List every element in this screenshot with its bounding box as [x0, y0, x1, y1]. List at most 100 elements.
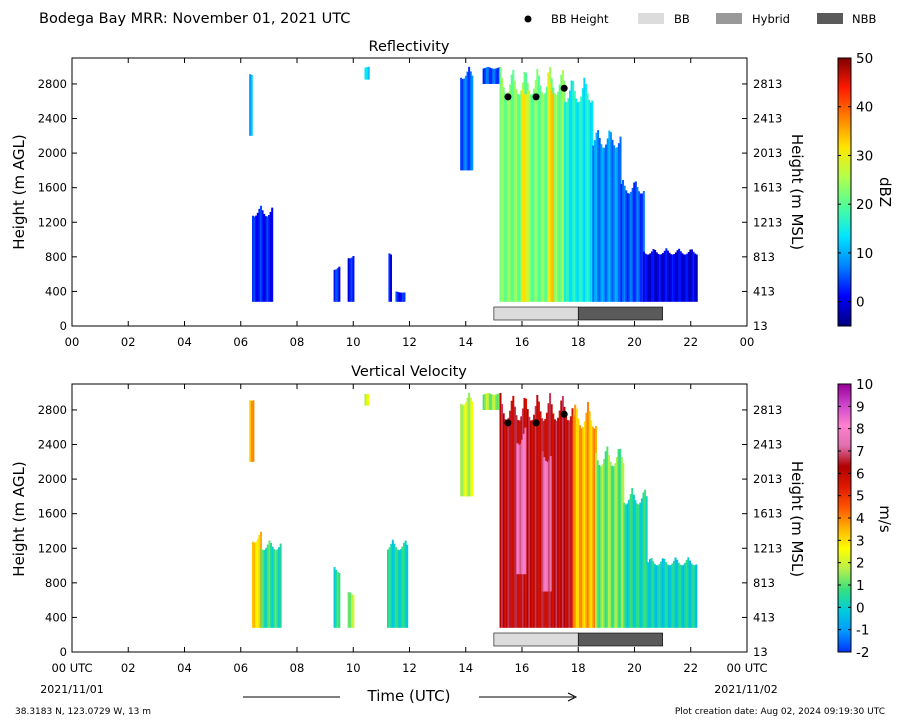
x-tick-label: 00 UTC	[726, 661, 767, 675]
echo-streak	[639, 502, 642, 628]
panel-title: Reflectivity	[369, 39, 450, 55]
echo-streak	[576, 102, 579, 302]
echo-streak	[679, 251, 682, 302]
echo-streak	[541, 451, 544, 592]
station-location: 38.3183 N, 123.0729 W, 13 m	[15, 707, 151, 717]
echo-streak	[628, 193, 631, 302]
legend-label: NBB	[852, 12, 876, 26]
y-tick-label: 400	[45, 284, 67, 298]
y-tick-label-right: 413	[753, 610, 775, 624]
echo-streak	[529, 94, 532, 302]
echo-region	[249, 74, 253, 136]
echo-streak	[471, 75, 474, 171]
echo-streak	[350, 257, 353, 302]
echo-streak	[669, 565, 672, 628]
echo-streak	[263, 549, 266, 628]
echo-streak	[529, 420, 532, 628]
echo-streak	[577, 418, 580, 628]
echo-streak	[645, 564, 648, 628]
echo-streak	[258, 208, 261, 302]
x-tick-label: 18	[571, 335, 586, 349]
x-tick-label: 00	[65, 335, 80, 349]
legend-swatch	[817, 13, 843, 24]
echo-streak	[555, 94, 558, 302]
echo-streak	[693, 565, 696, 628]
echo-streak	[596, 460, 599, 628]
echo-streak	[636, 503, 639, 628]
echo-streak	[510, 74, 513, 302]
x-tick-label: 16	[515, 661, 530, 675]
y-tick-label: 2400	[38, 112, 67, 126]
x-tick-label: 14	[458, 335, 473, 349]
echo-streak	[575, 98, 578, 302]
echo-streak	[263, 213, 266, 302]
colorbar-tick-label: 30	[856, 148, 873, 164]
echo-streak	[515, 89, 518, 302]
echo-streak	[553, 419, 556, 628]
echo-streak	[266, 544, 269, 628]
echo-region	[499, 392, 574, 628]
colorbar-tick-label: 0	[856, 295, 865, 311]
echo-streak	[484, 393, 487, 410]
echo-streak	[273, 549, 276, 628]
x-tick-label: 06	[233, 335, 248, 349]
echo-streak	[548, 460, 551, 592]
echo-region	[460, 66, 474, 171]
echo-streak	[676, 250, 679, 302]
x-tick-label: 08	[290, 661, 305, 675]
echo-streak	[548, 82, 551, 302]
colorbar-label: m/s	[876, 505, 894, 533]
echo-streak	[512, 69, 515, 302]
echo-streak	[629, 494, 632, 628]
bright-band-height-marker	[504, 419, 512, 427]
colorbar-tick-label: 3	[856, 533, 865, 549]
echo-streak	[526, 409, 529, 628]
echo-streak	[262, 550, 265, 628]
echo-streak	[504, 419, 507, 628]
echo-region	[388, 253, 393, 302]
echo-region	[347, 592, 355, 628]
y-tick-label-right: 2813	[753, 77, 782, 91]
x-tick-label: 06	[233, 661, 248, 675]
echo-streak	[673, 254, 676, 302]
echo-streak	[278, 547, 281, 628]
echo-streak	[484, 67, 487, 84]
echo-streak	[584, 83, 587, 302]
y-tick-label-right: 2013	[753, 146, 782, 160]
echo-streak	[468, 392, 471, 497]
echo-streak	[579, 425, 582, 628]
echo-streak	[632, 494, 635, 628]
echo-streak	[249, 74, 252, 136]
echo-streak	[269, 211, 272, 302]
bright-band-height-marker	[560, 84, 568, 92]
y-tick-label: 1200	[38, 541, 67, 555]
echo-streak	[601, 464, 604, 628]
x-tick-label: 00 UTC	[51, 661, 92, 675]
echo-streak	[485, 67, 488, 84]
echo-streak	[493, 394, 496, 410]
colorbar-tick-label: 40	[856, 100, 873, 116]
echo-region	[572, 401, 598, 628]
x-tick-label: 10	[346, 335, 361, 349]
plot-creation-date: Plot creation date: Aug 02, 2024 09:19:3…	[675, 707, 885, 717]
echo-streak	[650, 251, 653, 302]
y-tick-label-right: 2813	[753, 403, 782, 417]
echo-streak	[655, 252, 658, 302]
echo-streak	[567, 98, 570, 302]
echo-streak	[403, 292, 406, 302]
echo-region	[541, 451, 552, 592]
echo-streak	[520, 90, 523, 302]
echo-streak	[471, 401, 474, 497]
echo-streak	[366, 67, 369, 80]
echo-streak	[255, 215, 258, 302]
echo-streak	[352, 595, 355, 628]
echo-streak	[690, 249, 693, 302]
x-tick-label: 04	[177, 335, 192, 349]
echo-streak	[642, 492, 645, 628]
echo-streak	[256, 538, 259, 628]
echo-region	[260, 540, 282, 628]
bright-band-height-marker	[560, 410, 568, 418]
echo-streak	[684, 254, 687, 302]
echo-streak	[607, 455, 610, 628]
